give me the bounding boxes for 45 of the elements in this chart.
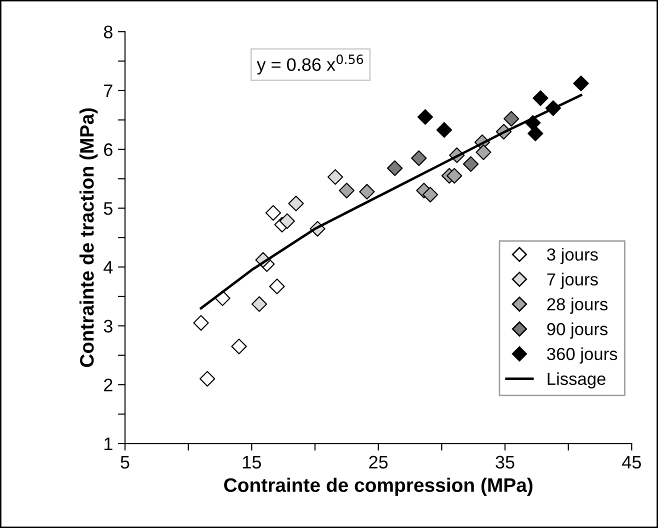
x-tick-label: 45 [622, 456, 641, 469]
point [411, 150, 427, 166]
point [532, 90, 548, 106]
point [288, 196, 304, 212]
point [462, 156, 479, 172]
y-axis-title: Contrainte de traction (MPa) [79, 108, 98, 367]
point [422, 186, 438, 202]
point [269, 278, 285, 294]
point [476, 144, 492, 160]
y-tick-label: 1 [104, 438, 112, 450]
point [528, 126, 544, 142]
legend-label: 360 jours [547, 347, 618, 364]
point [436, 122, 452, 138]
x-tick-label: 15 [243, 456, 261, 469]
x-tick-label: 5 [120, 456, 130, 469]
y-tick-label: 2 [104, 378, 112, 392]
x-axis-title: Contrainte de compression (MPa) [224, 478, 532, 496]
legend-label: Lissage [548, 372, 606, 388]
point [338, 182, 355, 198]
point [359, 184, 375, 200]
y-tick-label: 7 [104, 84, 112, 98]
point [200, 370, 216, 387]
point [446, 168, 462, 184]
x-tick-label: 35 [496, 456, 514, 469]
legend-label: 3 jours [547, 248, 598, 264]
y-tick-label: 5 [104, 202, 112, 215]
point [265, 205, 282, 221]
point [417, 109, 434, 125]
legend-label: 90 jours [547, 322, 608, 339]
point [327, 169, 344, 185]
annotation: y = 0.86 x$^{0.56}$ [256, 54, 364, 75]
y-tick-label: 3 [104, 320, 112, 333]
x-tick-label: 25 [369, 456, 388, 469]
legend-label: 28 jours [547, 298, 608, 314]
point [386, 160, 403, 176]
point [279, 213, 295, 229]
y-tick-label: 8 [104, 26, 112, 38]
point [231, 338, 247, 354]
y-tick-label: 6 [104, 143, 112, 156]
legend-label: 7 jours [547, 272, 598, 289]
point [193, 315, 209, 331]
y-tick-label: 4 [104, 261, 113, 274]
point [573, 76, 589, 92]
point [251, 296, 268, 312]
point [504, 110, 520, 127]
